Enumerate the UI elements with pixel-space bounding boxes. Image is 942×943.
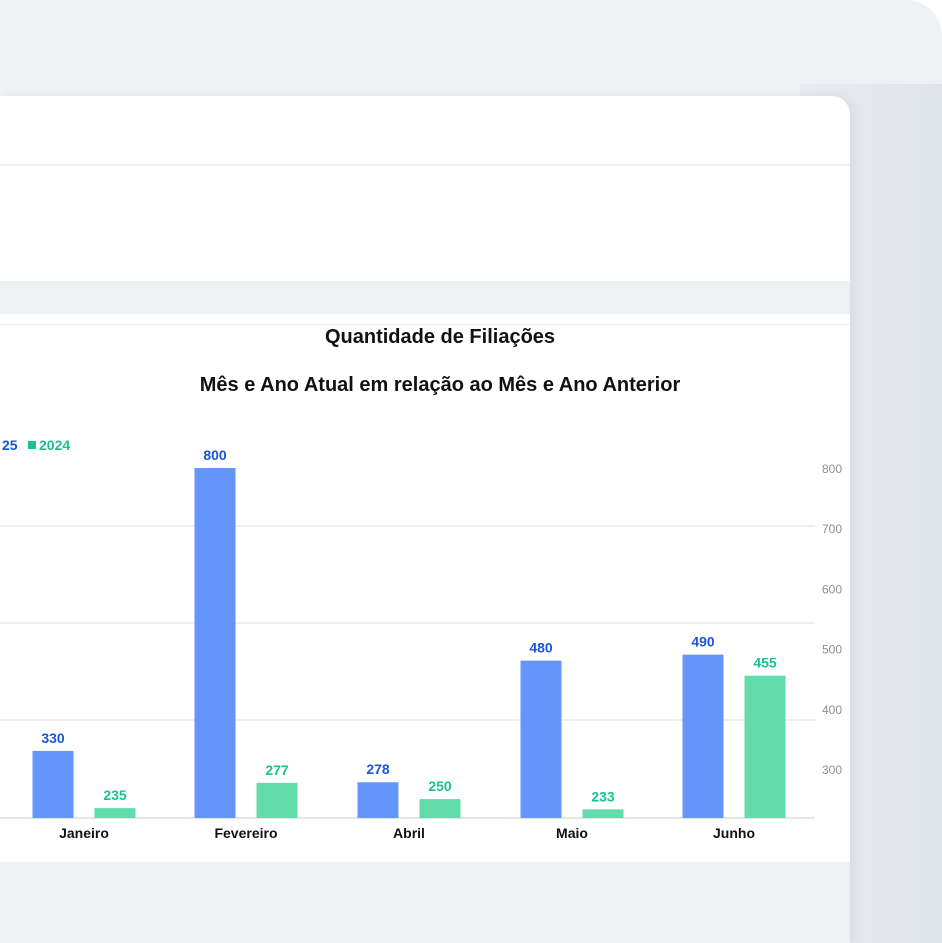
data-label: 455: [753, 655, 777, 671]
data-label: 330: [41, 730, 65, 746]
x-tick-label: Janeiro: [59, 825, 109, 841]
data-label: 490: [691, 634, 715, 650]
bar-2024: [94, 808, 136, 818]
x-tick-label: Fevereiro: [214, 825, 277, 841]
legend-label-2024: 2024: [39, 437, 70, 453]
data-label: 278: [366, 761, 390, 777]
data-label: 277: [265, 762, 289, 778]
y-tick-label: 500: [822, 643, 842, 657]
x-tick-label: Abril: [393, 825, 425, 841]
data-label: 800: [203, 447, 227, 463]
bar-2025: [194, 468, 236, 818]
card-top-rule: [0, 324, 850, 325]
chart-title: Quantidade de Filiações: [324, 326, 556, 348]
panel-header: [0, 96, 850, 281]
data-label: 235: [103, 787, 127, 803]
dashboard-panel: Quantidade de Filiações Mês e Ano Atual …: [0, 96, 850, 943]
data-label: 480: [529, 640, 553, 656]
legend-label-2025: 25: [2, 437, 18, 453]
bar-2024: [582, 809, 624, 818]
bar-2025: [32, 750, 74, 818]
y-tick-label: 800: [822, 462, 842, 476]
legend-swatch-2024: [28, 441, 36, 449]
chart-card: Quantidade de Filiações Mês e Ano Atual …: [0, 314, 850, 862]
chart-subtitle: Mês e Ano Atual em relação ao Mês e Ano …: [199, 374, 681, 396]
bar-2025: [357, 782, 399, 818]
x-tick-label: Junho: [713, 825, 755, 841]
x-tick-label: Maio: [556, 825, 588, 841]
y-tick-label: 400: [822, 703, 842, 717]
y-tick-label: 700: [822, 522, 842, 536]
y-tick-label: 300: [822, 763, 842, 777]
bar-2024: [419, 799, 461, 818]
header-divider: [0, 164, 850, 166]
bar-2025: [520, 660, 562, 818]
bar-2024: [744, 675, 786, 818]
data-label: 233: [591, 788, 615, 804]
data-label: 250: [428, 778, 452, 794]
y-tick-label: 600: [822, 582, 842, 596]
bar-2025: [682, 654, 724, 818]
bar-chart: 300 400 500 600 700 800 330 235 Janeiro 800 277 Fev…: [0, 437, 842, 841]
panel-footer: [0, 862, 850, 943]
bar-2024: [256, 782, 298, 818]
